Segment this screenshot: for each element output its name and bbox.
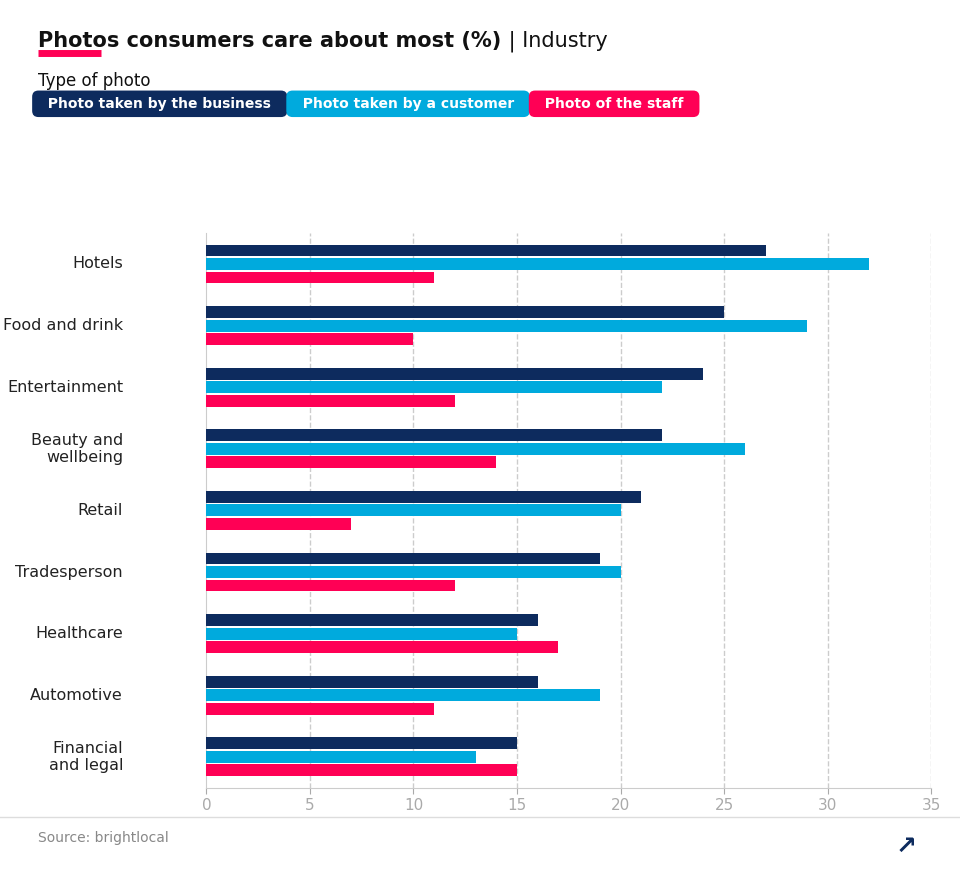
Bar [206, 566, 620, 578]
Text: Photo taken by the business: Photo taken by the business [38, 97, 281, 111]
Bar [206, 676, 538, 687]
Bar [206, 765, 517, 776]
Bar [206, 258, 869, 270]
Bar [206, 457, 496, 468]
Bar [206, 319, 807, 332]
Text: Source: brightlocal: Source: brightlocal [38, 831, 169, 845]
Bar [206, 737, 517, 749]
Text: Photo taken by a customer: Photo taken by a customer [293, 97, 523, 111]
Bar [206, 306, 724, 318]
Text: | Industry: | Industry [502, 31, 608, 52]
Bar [206, 395, 455, 407]
Bar [206, 245, 765, 256]
Bar [206, 429, 662, 441]
Bar [206, 703, 434, 715]
Bar [206, 580, 455, 591]
Bar [206, 334, 414, 345]
Text: ↗: ↗ [896, 834, 917, 859]
Bar [206, 689, 600, 701]
Bar [206, 491, 641, 502]
Bar [206, 642, 559, 653]
Bar [206, 614, 538, 626]
Bar [206, 504, 620, 517]
Bar [206, 518, 351, 530]
Bar [206, 368, 704, 379]
Bar [206, 381, 662, 393]
Bar [206, 272, 434, 283]
Bar [206, 443, 745, 455]
Bar [206, 553, 600, 564]
Bar [206, 751, 475, 763]
Text: Type of photo: Type of photo [38, 72, 151, 90]
Text: Photo of the staff: Photo of the staff [535, 97, 693, 111]
Text: Photos consumers care about most (%): Photos consumers care about most (%) [38, 31, 502, 51]
Bar [206, 627, 517, 640]
